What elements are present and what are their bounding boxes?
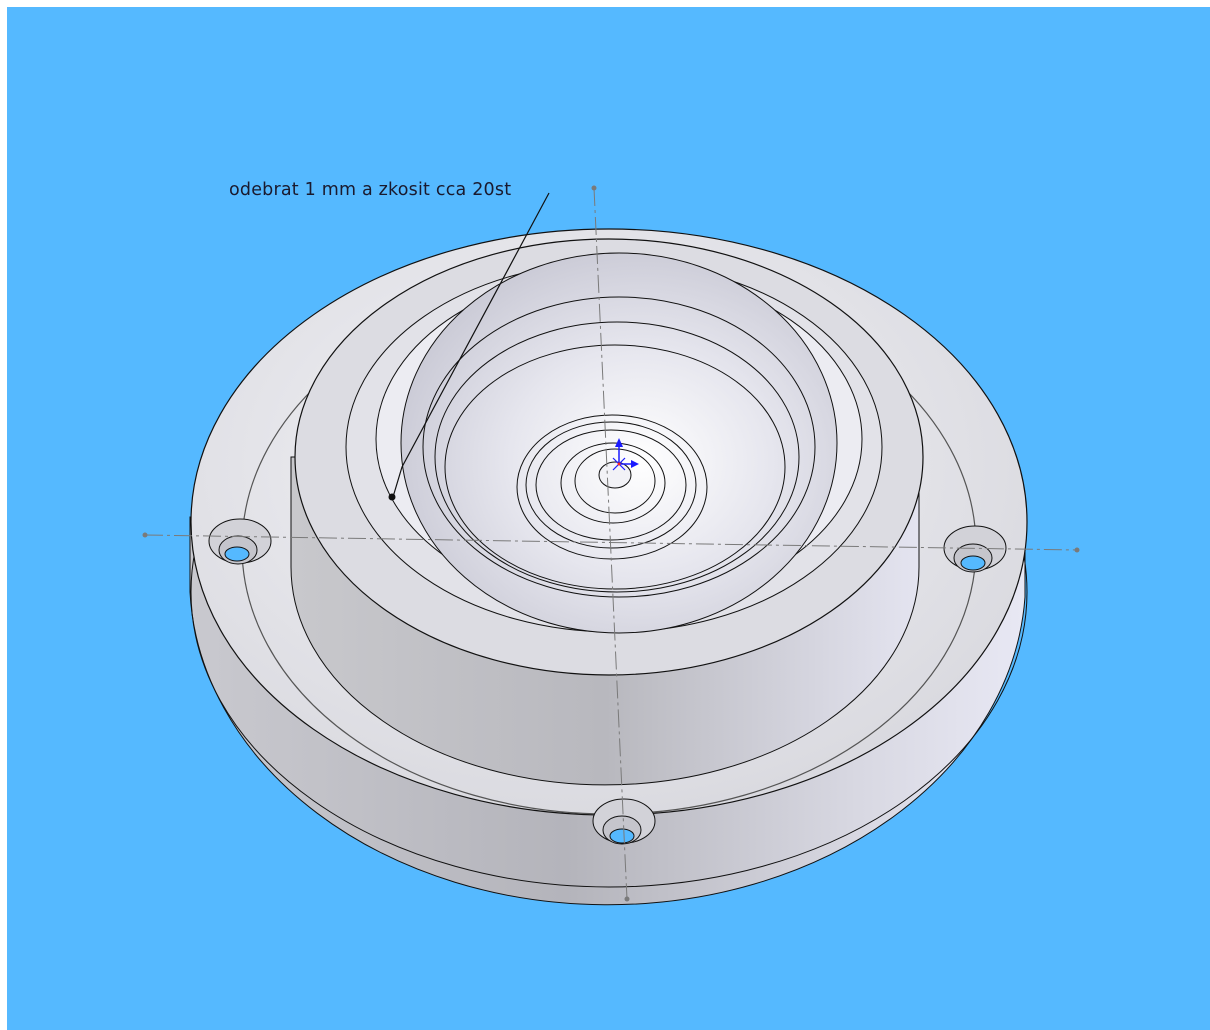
centerline-end-bottom <box>624 896 630 902</box>
cone-ring-5 <box>574 448 656 514</box>
centerline-end-top <box>591 185 597 191</box>
bolt-hole-bottom[interactable] <box>592 798 656 845</box>
note-leader <box>392 192 550 498</box>
centerline-end-right <box>1074 547 1080 553</box>
bowl-ring-3 <box>444 344 786 590</box>
cone-ring-3 <box>535 429 687 541</box>
bolt-hole-left[interactable] <box>208 518 272 565</box>
origin-triad-icon <box>612 438 639 471</box>
cone-ring-4 <box>560 442 666 524</box>
cone-ring-1 <box>516 414 708 560</box>
centerline-end-left <box>142 532 148 538</box>
bolt-hole-right[interactable] <box>943 525 1007 573</box>
bowl-ring-2 <box>434 321 800 593</box>
centerlines <box>144 187 1078 900</box>
cone-tip <box>598 461 632 489</box>
annotation-note[interactable]: odebrat 1 mm a zkosit cca 20st <box>229 180 512 200</box>
part-model[interactable] <box>7 7 1210 1030</box>
graphics-viewport[interactable]: odebrat 1 mm a zkosit cca 20st <box>7 7 1210 1030</box>
note-leader-dot <box>388 493 396 501</box>
bowl-ring-1 <box>422 296 816 598</box>
